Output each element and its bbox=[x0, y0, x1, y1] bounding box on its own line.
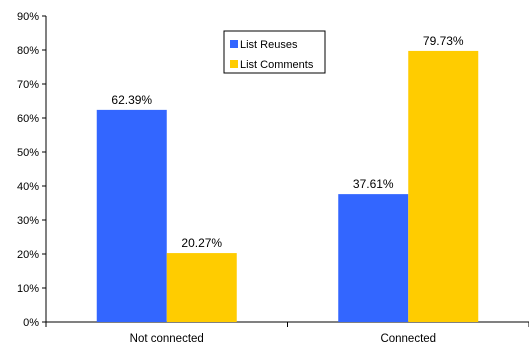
y-tick-label: 20% bbox=[17, 249, 39, 261]
x-category-label: Not connected bbox=[130, 333, 204, 345]
legend: List Reuses List Comments bbox=[223, 30, 326, 74]
bars bbox=[96, 50, 479, 323]
y-tick-label: 10% bbox=[17, 283, 39, 295]
legend-swatch-list-comments bbox=[230, 60, 238, 68]
legend-label-list-reuses: List Reuses bbox=[240, 39, 298, 51]
y-tick-label: 90% bbox=[17, 11, 39, 23]
y-tick-label: 0% bbox=[23, 317, 39, 329]
y-tick-label: 70% bbox=[17, 79, 39, 91]
legend-swatch-list-reuses bbox=[230, 40, 238, 48]
legend-box bbox=[223, 30, 326, 74]
bar-list-reuses-not-connected bbox=[96, 109, 167, 323]
data-label: 20.27% bbox=[181, 236, 222, 250]
y-tick-label: 30% bbox=[17, 215, 39, 227]
bar-list-comments-not-connected bbox=[166, 253, 237, 322]
data-label: 79.73% bbox=[423, 34, 464, 48]
y-tick-label: 60% bbox=[17, 113, 39, 125]
bar-list-comments-connected bbox=[408, 50, 479, 322]
y-axis-ticks: 0% 10% 20% 30% 40% 50% 60% 70% 80% 90% bbox=[17, 11, 46, 329]
y-tick-label: 80% bbox=[17, 45, 39, 57]
data-label: 62.39% bbox=[111, 93, 152, 107]
x-category-label: Connected bbox=[380, 333, 436, 345]
y-tick-label: 50% bbox=[17, 147, 39, 159]
bar-list-reuses-connected bbox=[338, 194, 409, 322]
x-axis-ticks bbox=[45, 322, 529, 327]
category-labels: Not connected Connected bbox=[130, 333, 436, 345]
data-label: 37.61% bbox=[353, 177, 394, 191]
data-labels: 62.39% 20.27% 37.61% 79.73% bbox=[111, 34, 464, 250]
y-tick-label: 40% bbox=[17, 181, 39, 193]
legend-label-list-comments: List Comments bbox=[240, 59, 314, 71]
